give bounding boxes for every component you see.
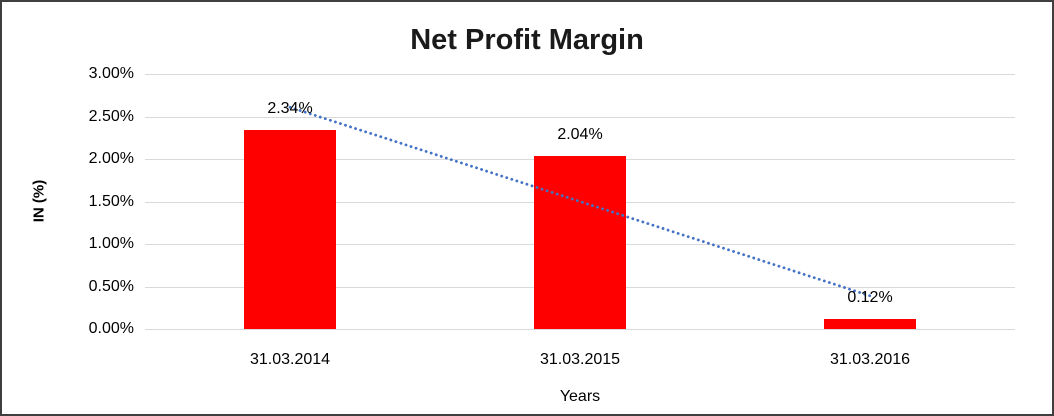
bar-31.03.2016 (824, 318, 916, 329)
x-tick-label: 31.03.2015 (539, 351, 621, 368)
trendline-dotted-segment (288, 105, 872, 298)
y-tick-label: 0.50% (88, 278, 134, 295)
x-axis-tick-labels: 31.03.2014 31.03.2015 31.03.2016 (145, 351, 1015, 371)
y-tick-label: 1.50% (88, 193, 134, 210)
chart-title: Net Profit Margin (410, 24, 644, 56)
y-tick-label: 0.00% (88, 320, 134, 337)
x-tick-label: 31.03.2014 (249, 351, 331, 368)
x-tick-label: 31.03.2016 (829, 351, 911, 368)
y-tick-label: 2.50% (88, 108, 134, 125)
trendline (288, 105, 872, 298)
data-label: 0.12% (847, 288, 893, 306)
gridline (145, 117, 1015, 118)
bar-31.03.2014 (244, 130, 336, 329)
y-tick-label: 2.00% (88, 150, 134, 167)
data-label: 2.04% (557, 125, 603, 143)
gridline (145, 74, 1015, 75)
y-tick-label: 3.00% (88, 65, 134, 82)
bar-31.03.2015 (534, 155, 626, 329)
y-axis-tick-labels: 3.00% 2.50% 2.00% 1.50% 1.00% 0.50% 0.00% (2, 65, 134, 337)
y-tick-label: 1.00% (88, 235, 134, 252)
x-axis-title: Years (559, 388, 601, 405)
gridline (145, 329, 1015, 330)
plot-area: 2.34% 2.04% 0.12% (145, 74, 1015, 330)
data-label: 2.34% (267, 100, 313, 118)
